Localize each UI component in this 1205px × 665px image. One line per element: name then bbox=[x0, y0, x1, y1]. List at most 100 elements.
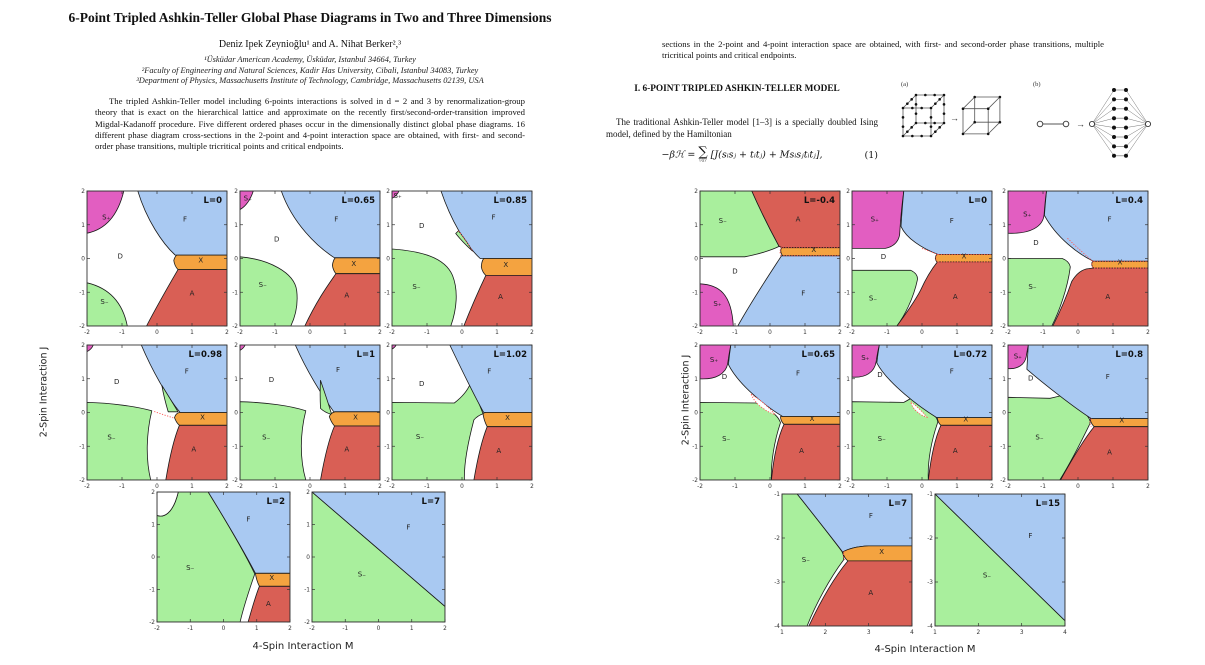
phase-label: X bbox=[879, 548, 884, 556]
svg-text:2: 2 bbox=[530, 484, 534, 490]
phase-label: A bbox=[799, 447, 804, 455]
svg-text:2: 2 bbox=[694, 189, 698, 195]
svg-text:2: 2 bbox=[823, 630, 827, 636]
phase-label: A bbox=[796, 215, 801, 223]
svg-text:4: 4 bbox=[1063, 630, 1067, 636]
svg-text:2: 2 bbox=[846, 189, 850, 195]
svg-text:0: 0 bbox=[155, 330, 159, 336]
svg-text:3: 3 bbox=[867, 630, 871, 636]
svg-text:2: 2 bbox=[1146, 484, 1150, 490]
svg-text:2: 2 bbox=[846, 343, 850, 349]
svg-text:-2: -2 bbox=[154, 626, 160, 632]
svg-text:-2: -2 bbox=[692, 478, 698, 484]
svg-text:2: 2 bbox=[288, 626, 292, 632]
abstract-continuation: sections in the 2-point and 4-point inte… bbox=[662, 39, 1104, 61]
phase-label: F bbox=[1028, 532, 1032, 540]
svg-text:1: 1 bbox=[803, 484, 807, 490]
svg-text:-1: -1 bbox=[692, 444, 698, 450]
svg-text:-2: -2 bbox=[692, 324, 698, 330]
svg-text:2: 2 bbox=[838, 330, 842, 336]
phase-label: S₋ bbox=[262, 434, 270, 442]
intro-paragraph: The traditional Ashkin-Teller model [1–3… bbox=[606, 117, 878, 139]
svg-text:1: 1 bbox=[306, 523, 310, 529]
svg-text:-2: -2 bbox=[1005, 484, 1011, 490]
svg-text:1: 1 bbox=[1002, 377, 1006, 383]
phase-label: D bbox=[1028, 374, 1033, 382]
svg-text:-1: -1 bbox=[424, 484, 430, 490]
svg-text:1: 1 bbox=[410, 626, 414, 632]
phase-label: X bbox=[351, 260, 356, 268]
svg-text:-2: -2 bbox=[389, 484, 395, 490]
svg-text:-1: -1 bbox=[79, 290, 85, 296]
svg-text:1: 1 bbox=[190, 330, 194, 336]
svg-text:-2: -2 bbox=[1005, 330, 1011, 336]
phase-diagram-panel-L=0.72: -2 -1 0 1 2 -2 -1 0 1 2 S₊ D F S₋ X A L=0.72 bbox=[844, 343, 994, 490]
paper-authors: Deniz Ipek Zeynioğlu¹ and A. Nihat Berke… bbox=[218, 39, 402, 50]
phase-label: S₋ bbox=[259, 281, 267, 289]
arrow-icon: → bbox=[950, 113, 959, 123]
phase-label: A bbox=[496, 447, 501, 455]
svg-text:-3: -3 bbox=[927, 580, 933, 586]
phase-label: D bbox=[114, 378, 119, 386]
svg-text:1: 1 bbox=[386, 223, 390, 229]
svg-text:-1: -1 bbox=[844, 290, 850, 296]
svg-text:2: 2 bbox=[306, 490, 310, 496]
svg-text:2: 2 bbox=[386, 343, 390, 349]
phase-label: D bbox=[269, 376, 274, 384]
svg-text:1: 1 bbox=[955, 330, 959, 336]
svg-text:-1: -1 bbox=[272, 484, 278, 490]
phase-label: D bbox=[722, 373, 727, 381]
phase-label: F bbox=[801, 290, 805, 298]
svg-text:-2: -2 bbox=[232, 478, 238, 484]
svg-text:-4: -4 bbox=[927, 624, 933, 630]
phase-label: F bbox=[950, 368, 954, 376]
svg-text:1: 1 bbox=[803, 330, 807, 336]
hierarchical-lattice-figure-a: → bbox=[900, 88, 1006, 142]
phase-label: D bbox=[877, 371, 882, 379]
equation-lhs: −βℋ = bbox=[661, 149, 699, 161]
svg-text:2: 2 bbox=[530, 330, 534, 336]
phase-diagram-panel-L=1.02: -2 -1 0 1 2 -2 -1 0 1 2 D F X A S₋ L=1.02 bbox=[384, 343, 534, 490]
section-heading: I. 6-POINT TRIPLED ASHKIN-TELLER MODEL bbox=[634, 84, 840, 94]
svg-text:-2: -2 bbox=[304, 620, 310, 626]
svg-text:-2: -2 bbox=[84, 330, 90, 336]
panel-L-value: L=1 bbox=[357, 350, 376, 360]
phase-label: X bbox=[811, 246, 816, 254]
svg-text:2: 2 bbox=[81, 189, 85, 195]
phase-label: D bbox=[118, 253, 123, 261]
svg-text:1: 1 bbox=[933, 630, 937, 636]
svg-text:-2: -2 bbox=[844, 324, 850, 330]
phase-label: A bbox=[1107, 449, 1112, 457]
svg-text:1: 1 bbox=[81, 377, 85, 383]
phase-label: A bbox=[953, 447, 958, 455]
svg-text:1: 1 bbox=[343, 330, 347, 336]
panel-L-value: L=0.65 bbox=[801, 350, 835, 360]
phase-label: S₊ bbox=[713, 300, 721, 308]
phase-label: F bbox=[183, 215, 187, 223]
panel-L-value: L=2 bbox=[267, 497, 286, 507]
svg-text:1: 1 bbox=[190, 484, 194, 490]
svg-text:0: 0 bbox=[151, 555, 155, 561]
svg-text:2: 2 bbox=[225, 330, 229, 336]
panel-L-value: L=0.72 bbox=[953, 350, 987, 360]
svg-text:0: 0 bbox=[920, 484, 924, 490]
phase-label: S₋ bbox=[722, 435, 730, 443]
phase-label: S₊ bbox=[861, 354, 869, 362]
panel-L-value: L=0 bbox=[204, 196, 223, 206]
affiliation-3: ³Department of Physics, Massachusetts In… bbox=[136, 76, 484, 85]
svg-text:-2: -2 bbox=[774, 536, 780, 542]
svg-text:-2: -2 bbox=[389, 330, 395, 336]
svg-text:0: 0 bbox=[460, 484, 464, 490]
svg-text:0: 0 bbox=[386, 411, 390, 417]
panel-L-value: L=7 bbox=[889, 499, 908, 509]
svg-text:-1: -1 bbox=[342, 626, 348, 632]
phase-label: X bbox=[810, 415, 815, 423]
svg-text:1: 1 bbox=[386, 377, 390, 383]
svg-text:0: 0 bbox=[386, 257, 390, 263]
phase-label: S₊ bbox=[1023, 210, 1031, 218]
svg-text:4: 4 bbox=[910, 630, 914, 636]
phase-label: D bbox=[1033, 239, 1038, 247]
svg-text:-1: -1 bbox=[424, 330, 430, 336]
svg-text:-1: -1 bbox=[79, 444, 85, 450]
svg-text:-1: -1 bbox=[232, 290, 238, 296]
